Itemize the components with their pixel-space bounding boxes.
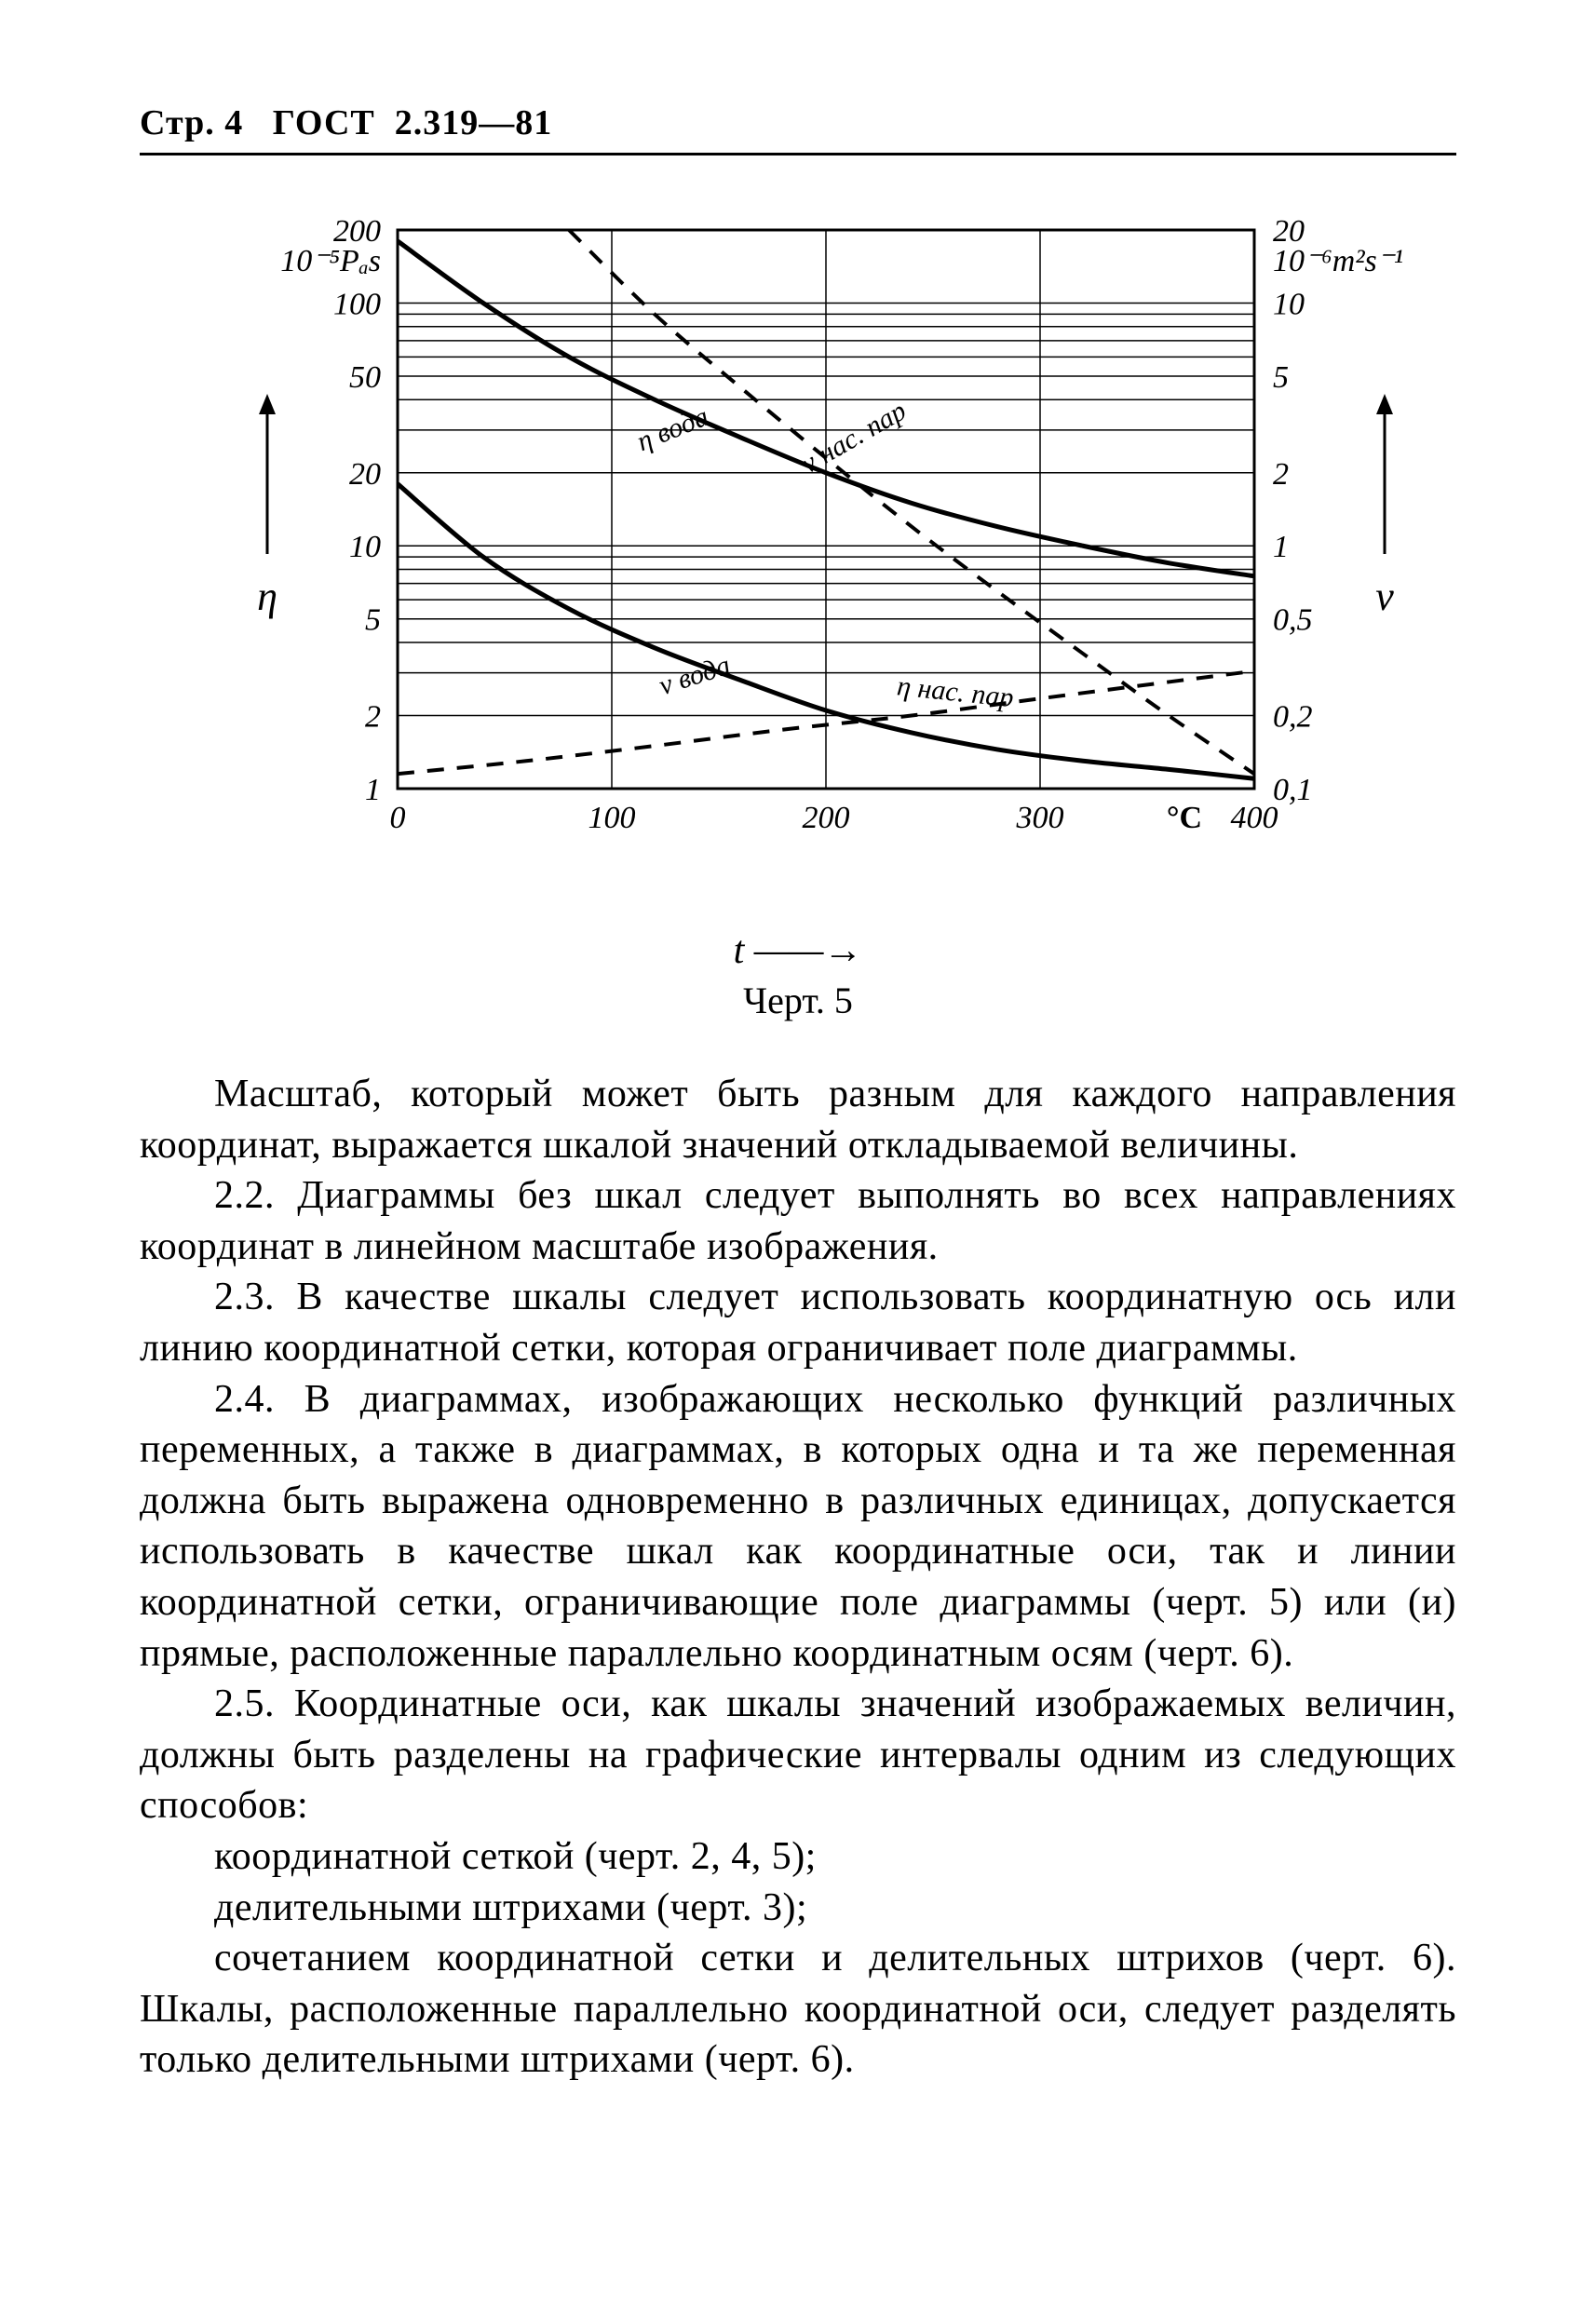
svg-text:100: 100 [588,801,636,835]
svg-text:5: 5 [1273,360,1289,395]
svg-text:η: η [257,574,277,619]
body-text: Масштаб, который может быть разным для к… [140,1069,1456,2086]
svg-text:10⁻⁶m²s⁻¹: 10⁻⁶m²s⁻¹ [1273,244,1403,278]
paragraph: делительными штрихами (черт. 3); [140,1883,1456,1934]
paragraph: 2.4. В диаграммах, изображающих нескольк… [140,1374,1456,1680]
svg-text:400: 400 [1231,801,1278,835]
svg-text:ν: ν [1375,574,1394,619]
viscosity-chart: 0100200300400°C12510205010020010⁻⁵Pₐs0,1… [193,193,1403,919]
svg-text:0,1: 0,1 [1273,773,1313,807]
svg-text:°C: °C [1167,801,1202,835]
curve-label: η нас. пар [896,670,1015,713]
svg-text:5: 5 [365,603,381,638]
figure-label: Черт. 5 [140,979,1456,1022]
svg-text:200: 200 [803,801,850,835]
svg-text:1: 1 [365,773,381,807]
svg-text:300: 300 [1016,801,1064,835]
page: Стр. 4 ГОСТ 2.319—81 0 100 200 300 400 °C 1 2 5 1… [0,0,1596,2310]
curve-label: ν нас. пар [796,396,912,480]
svg-text:100: 100 [333,287,381,321]
page-header: Стр. 4 ГОСТ 2.319—81 [140,102,1456,155]
svg-text:2: 2 [365,700,381,735]
svg-text:0: 0 [390,801,406,835]
svg-text:10⁻⁵Pₐs: 10⁻⁵Pₐs [280,244,381,278]
svg-text:1: 1 [1273,530,1289,564]
chart-container: 0100200300400°C12510205010020010⁻⁵Pₐs0,1… [140,193,1456,919]
svg-text:0,2: 0,2 [1273,700,1313,735]
svg-text:20: 20 [349,457,381,492]
svg-text:2: 2 [1273,457,1289,492]
svg-text:10: 10 [1273,287,1305,321]
paragraph: 2.3. В качестве шкалы следует использова… [140,1272,1456,1373]
svg-text:10: 10 [349,530,381,564]
x-axis-caption: t ——→ [140,928,1456,973]
chart-caption: t ——→ Черт. 5 [140,928,1456,1022]
svg-text:50: 50 [349,360,381,395]
paragraph: Масштаб, который может быть разным для к… [140,1069,1456,1170]
paragraph: сочетанием координатной сетки и делитель… [140,1933,1456,2086]
paragraph: 2.2. Диаграммы без шкал следует выполнят… [140,1170,1456,1272]
paragraph: координатной сеткой (черт. 2, 4, 5); [140,1831,1456,1883]
svg-text:0,5: 0,5 [1273,603,1313,638]
curve-label: ν вода [656,650,735,702]
paragraph: 2.5. Координатные оси, как шкалы значени… [140,1679,1456,1831]
